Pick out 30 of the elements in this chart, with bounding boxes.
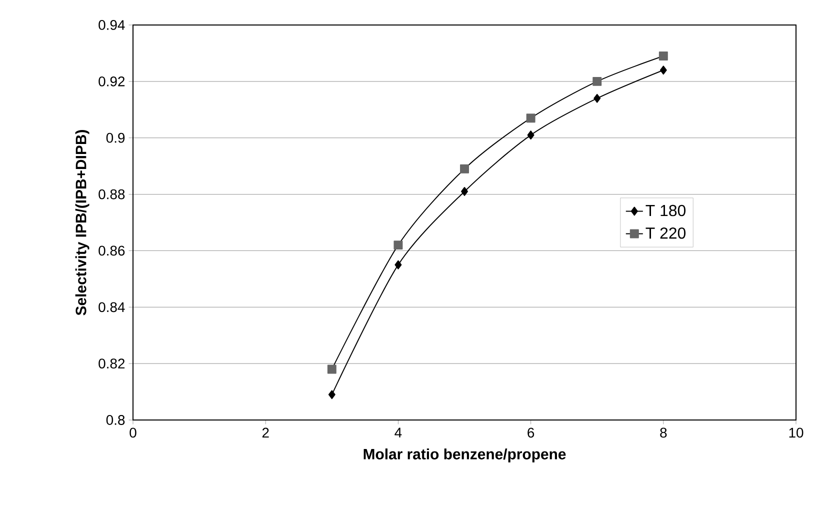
point <box>461 186 468 196</box>
x-tick-label: 0 <box>130 428 136 438</box>
point <box>526 114 536 123</box>
y-tick-label: 0.84 <box>98 302 125 312</box>
point <box>327 364 336 374</box>
y-axis-title: Selectivity IPB/(IPB+DIPB) <box>75 130 90 316</box>
y-tick-label: 0.86 <box>98 246 125 256</box>
x-axis-title: Molar ratio benzene/propene <box>364 448 566 462</box>
point <box>328 390 336 400</box>
point <box>594 94 601 103</box>
legend-label: T 180 <box>646 204 686 216</box>
y-tick-label: 0.9 <box>106 132 125 143</box>
y-tick-label: 0.92 <box>98 76 125 86</box>
x-tick-label: 4 <box>394 428 402 438</box>
y-tick-label: 0.88 <box>98 189 125 200</box>
point <box>592 76 602 86</box>
y-tick-label: 0.8 <box>106 415 125 425</box>
point <box>394 260 402 270</box>
point <box>460 164 469 174</box>
y-tick-label: 0.82 <box>98 358 125 369</box>
y-tick-label: 0.94 <box>98 20 125 30</box>
legend-label: T 220 <box>646 227 686 239</box>
x-tick-label: 10 <box>789 428 804 438</box>
point <box>394 240 403 250</box>
x-tick-label: 8 <box>660 428 667 438</box>
x-tick-label: 2 <box>262 428 269 438</box>
x-tick-label: 6 <box>528 428 534 438</box>
point <box>660 66 667 75</box>
point <box>527 130 534 140</box>
point <box>658 52 668 61</box>
